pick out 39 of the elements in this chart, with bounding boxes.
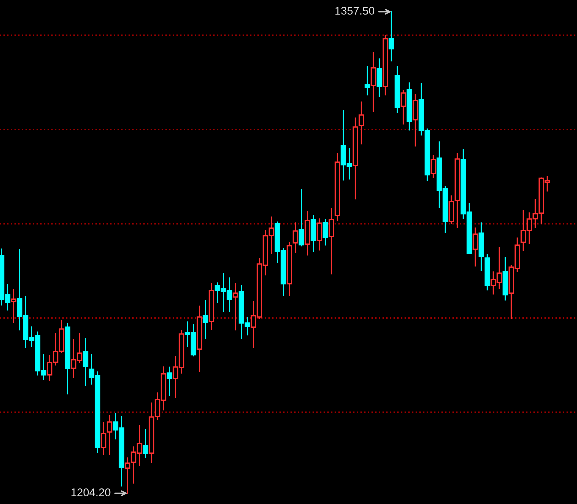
- candlestick: [400, 90, 406, 125]
- candlestick: [412, 94, 418, 147]
- candlestick: [196, 306, 203, 372]
- candlestick: [316, 218, 322, 251]
- candlestick: [370, 52, 376, 112]
- candlestick: [502, 258, 508, 301]
- candlestick: [304, 211, 310, 256]
- candlestick: [322, 219, 328, 246]
- candlestick: [406, 82, 412, 131]
- candlestick: [358, 102, 364, 145]
- candlestick: [100, 422, 107, 455]
- candlestick: [142, 429, 149, 458]
- candlestick: [352, 118, 358, 200]
- candlestick: [430, 155, 436, 178]
- candlestick: [472, 228, 478, 267]
- candlestick: [298, 189, 304, 247]
- candlestick: [388, 11, 394, 62]
- candlestick: [334, 153, 340, 222]
- candlestick: [106, 414, 113, 455]
- candlestick: [82, 338, 89, 386]
- candlestick: [292, 222, 298, 254]
- candlestick: [232, 283, 239, 331]
- annotation: 1204.20: [72, 488, 111, 497]
- candlestick: [11, 289, 17, 324]
- candlestick: [394, 66, 400, 114]
- candlestick: [484, 254, 490, 291]
- candlestick: [478, 222, 484, 272]
- candlestick: [124, 458, 131, 494]
- candlestick: [208, 283, 215, 330]
- candlestick: [328, 208, 334, 275]
- candlestick: [382, 35, 388, 96]
- candlestick: [286, 242, 292, 296]
- candlestick: [202, 300, 209, 340]
- candlestick: [376, 58, 382, 98]
- candlestick: [364, 66, 370, 96]
- candlestick: [64, 323, 71, 395]
- candlestick: [166, 366, 173, 397]
- candlestick: [310, 215, 316, 252]
- annotation: 1357.50: [336, 7, 375, 15]
